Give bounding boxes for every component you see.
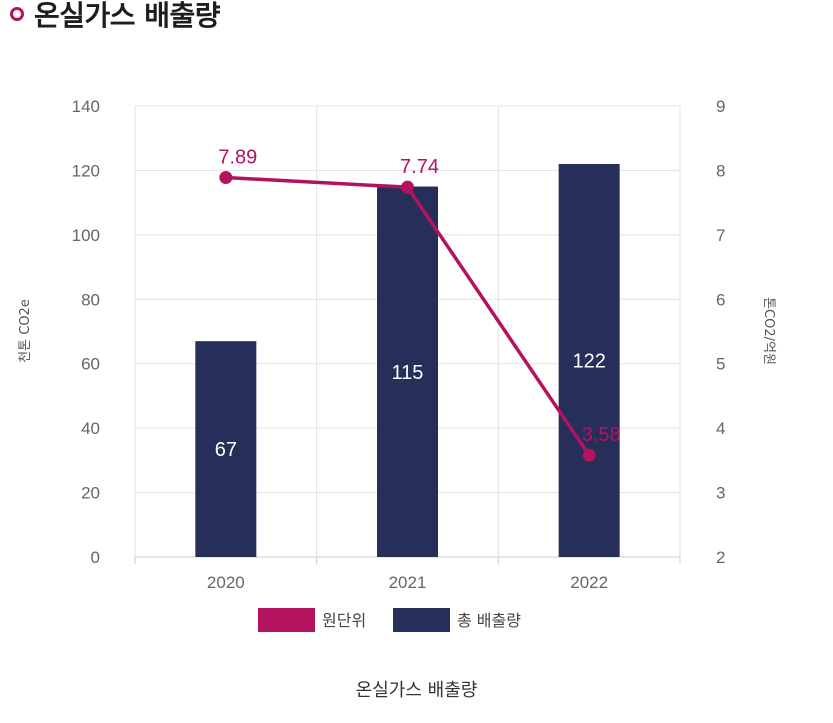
chart-caption: 온실가스 배출량 [355,680,478,701]
legend-swatch-total-emissions [393,608,450,632]
x-tick-label: 2021 [389,573,427,592]
y-tick-label: 140 [72,97,100,116]
y2-tick-label: 7 [716,226,725,245]
y2-tick-label: 3 [716,484,725,503]
y-tick-label: 120 [72,161,100,180]
y-tick-label: 80 [81,290,100,309]
line-data-label: 7.89 [218,147,257,169]
line-point [582,448,596,462]
legend-label: 원단위 [322,611,366,630]
legend-label: 총 배출량 [457,611,521,630]
y-tick-label: 40 [81,419,100,438]
y2-tick-label: 8 [716,161,725,180]
page-title: 온실가스 배출량 [34,0,221,32]
page-header: 온실가스 배출량 [10,0,221,34]
y2-axis-title: 톤CO2/억원 [761,297,776,365]
y2-tick-label: 6 [716,290,725,309]
y2-tick-label: 5 [716,355,725,374]
bar-data-label: 122 [572,350,605,372]
line-point [219,171,233,185]
y2-tick-label: 4 [716,419,725,438]
line-data-label: 3.58 [582,424,621,446]
circle-bullet-icon [10,7,24,21]
bar-data-label: 115 [392,362,424,384]
x-tick-label: 2020 [207,573,245,592]
bar [195,341,257,557]
y-tick-label: 100 [72,226,100,245]
y-tick-label: 60 [81,355,100,374]
y-tick-label: 0 [91,548,100,567]
line-point [401,180,414,194]
bar [377,186,438,558]
bar [558,163,620,557]
y2-tick-label: 2 [716,548,725,567]
legend-swatch-unit-intensity [258,608,315,632]
bar-data-label: 67 [215,439,237,461]
line-data-label: 7.74 [400,156,439,178]
y-tick-label: 20 [81,484,100,503]
y-axis-title: 천톤 CO2e [18,299,33,363]
y2-tick-label: 9 [716,97,725,116]
x-tick-label: 2022 [570,573,608,592]
